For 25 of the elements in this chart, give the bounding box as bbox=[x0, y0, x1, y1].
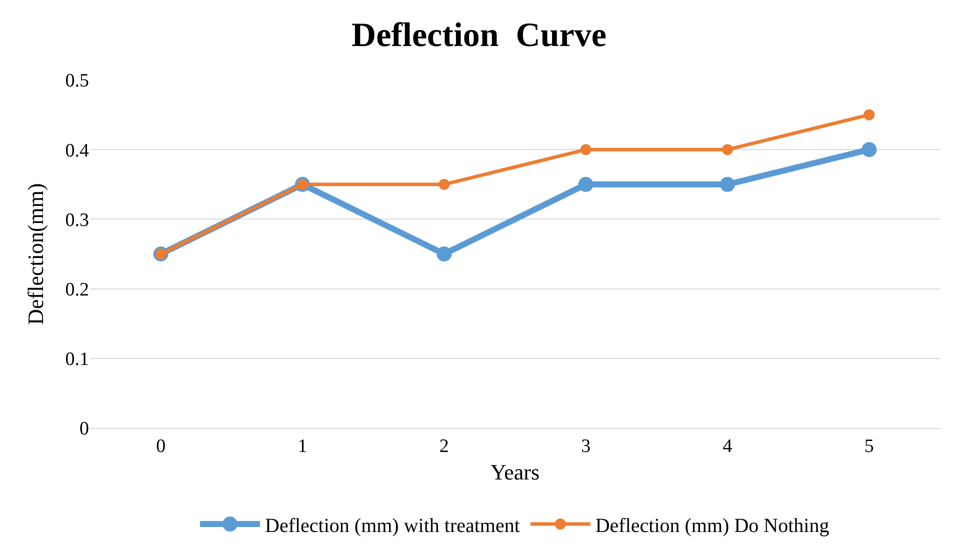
point bbox=[438, 178, 450, 190]
y-tick-label: 0.4 bbox=[65, 140, 90, 162]
point bbox=[722, 144, 733, 156]
legend-label: Deflection (mm) with treatment bbox=[265, 514, 520, 537]
point bbox=[864, 109, 875, 120]
x-tick-label: 3 bbox=[581, 436, 591, 457]
point bbox=[720, 176, 735, 192]
point bbox=[862, 142, 877, 158]
legend-label: Deflection (mm) Do Nothing bbox=[595, 514, 830, 537]
x-tick-label: 5 bbox=[864, 436, 874, 457]
y-tick-label: 0.2 bbox=[65, 279, 89, 300]
x-tick-label: 0 bbox=[156, 436, 166, 457]
point bbox=[436, 246, 452, 262]
chart-title: Deflection Curve bbox=[352, 17, 606, 54]
x-tick-label: 2 bbox=[439, 436, 449, 457]
point bbox=[578, 176, 594, 192]
y-tick-label: 0 bbox=[80, 418, 89, 440]
y-tick-label: 0.1 bbox=[65, 349, 89, 370]
y-axis-title: Deflection(mm) bbox=[23, 183, 48, 325]
x-tick-label: 1 bbox=[298, 436, 308, 457]
point bbox=[580, 144, 592, 156]
y-tick-label: 0.3 bbox=[65, 210, 89, 231]
x-tick-label: 4 bbox=[722, 436, 733, 457]
x-axis-title: Years bbox=[490, 460, 540, 485]
y-tick-label: 0.5 bbox=[65, 70, 89, 92]
